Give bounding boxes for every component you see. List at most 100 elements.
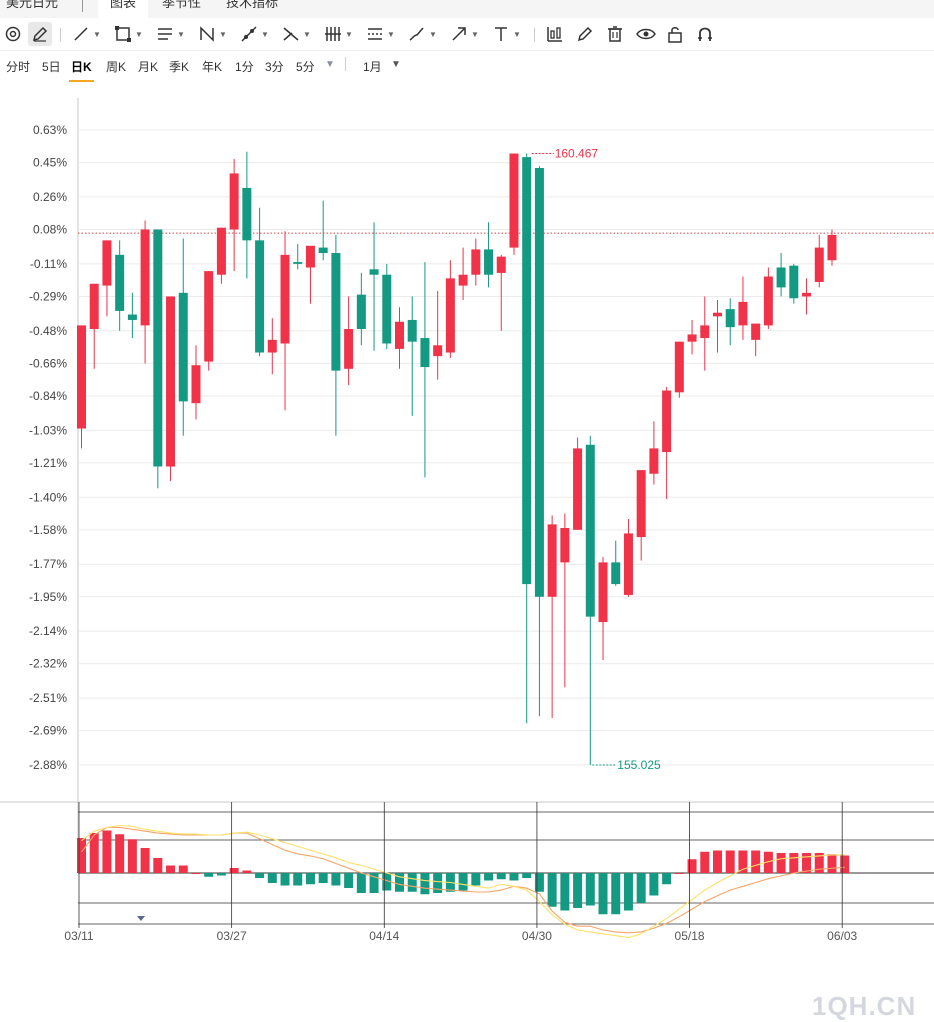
range-icon[interactable]: ▼ — [368, 28, 395, 40]
macd-bar — [598, 873, 608, 915]
macd-bar — [611, 873, 621, 915]
macd-bar — [407, 873, 417, 892]
candle-body — [700, 325, 710, 339]
macd-bar — [356, 873, 366, 893]
candle-body — [776, 267, 786, 288]
candle-body — [725, 309, 735, 328]
candle — [522, 153, 532, 724]
macd-bar — [738, 850, 748, 873]
range-select[interactable]: 1月 — [363, 60, 382, 74]
macd-bar — [827, 854, 837, 873]
candle — [305, 245, 315, 304]
candle-body — [216, 227, 226, 275]
tab-indicators[interactable]: 技术指标 — [226, 0, 279, 10]
candle — [229, 158, 239, 272]
candle-body — [229, 173, 239, 230]
candle — [356, 272, 366, 346]
macd-bar — [547, 873, 557, 907]
candle — [560, 513, 570, 688]
candle-body — [687, 334, 697, 342]
candle-body — [369, 269, 379, 275]
candle-body — [445, 278, 455, 353]
candle-body — [662, 390, 672, 453]
period-daily[interactable]: 日K — [69, 60, 94, 82]
kline-chart: 160.467 155.025 0.63% 0.45% 0.26% 0.08% -0.11… — [0, 98, 934, 942]
magnet-u-icon[interactable] — [696, 22, 714, 46]
candle-body — [471, 249, 481, 275]
tab-seasonality[interactable]: 季节性 — [162, 0, 202, 10]
y-tick-label: -2.51% — [29, 691, 67, 705]
macd-bar — [636, 873, 646, 903]
macd-bar — [700, 851, 710, 873]
magnet-icon[interactable] — [4, 22, 22, 46]
macd-bar — [305, 873, 315, 885]
candle — [242, 151, 252, 279]
period-5min[interactable]: 5分 — [296, 60, 315, 74]
bars-icon[interactable]: ▼ — [325, 27, 353, 41]
period-quarterly[interactable]: 季K — [169, 60, 190, 74]
candle — [827, 229, 837, 266]
candle-body — [713, 312, 722, 317]
tab-chart[interactable]: 图表 — [98, 0, 149, 18]
macd-bar — [713, 850, 722, 873]
candle — [318, 200, 328, 261]
candle — [280, 231, 290, 411]
y-tick-label: 0.45% — [33, 156, 67, 170]
rectangle-icon[interactable]: ▼ — [114, 22, 143, 46]
candle-body — [178, 292, 188, 402]
candle — [496, 254, 506, 331]
period-bar: 分时 5日 日K 周K 月K 季K 年K 1分 3分 5分 ▼ 1月 ▼ — [0, 52, 934, 82]
candle-body — [280, 254, 290, 344]
candle — [471, 238, 481, 286]
period-monthly[interactable]: 月K — [138, 60, 159, 74]
tab-bar: 美元日元 图表 季节性 技术指标 — [0, 0, 934, 18]
macd-bar — [178, 865, 188, 873]
candle-body — [382, 274, 392, 344]
candle-body — [255, 240, 265, 353]
period-yearly[interactable]: 年K — [202, 60, 223, 74]
indicator-icon[interactable] — [546, 22, 564, 46]
macd-bar — [776, 853, 786, 873]
pattern-icon[interactable]: ▼ — [198, 22, 227, 46]
symbol-title: 美元日元 — [6, 0, 59, 10]
period-5day[interactable]: 5日 — [42, 60, 61, 74]
macd-bar — [127, 839, 137, 873]
candle — [191, 345, 201, 420]
macd-bar — [433, 873, 443, 893]
candle-body — [547, 524, 557, 597]
text-icon[interactable]: ▼ — [495, 27, 521, 41]
x-tick-label: 03/27 — [217, 929, 247, 942]
toolbar-separator — [60, 28, 61, 42]
period-weekly[interactable]: 周K — [106, 60, 127, 74]
candle — [738, 276, 748, 340]
period-3min[interactable]: 3分 — [265, 60, 284, 74]
x-tick-label: 05/18 — [675, 929, 705, 942]
brush-icon[interactable]: ▼ — [408, 22, 437, 46]
pencil-icon[interactable] — [28, 22, 52, 46]
candle-body — [509, 153, 519, 248]
range-caret[interactable]: ▼ — [391, 59, 401, 70]
eye-icon[interactable] — [636, 22, 656, 46]
period-1min[interactable]: 1分 — [235, 60, 254, 74]
candle — [178, 238, 188, 436]
fib-icon[interactable]: ▼ — [282, 22, 311, 46]
arrow-icon[interactable]: ▼ — [450, 22, 479, 46]
macd-bar — [255, 873, 265, 878]
candle-body — [763, 276, 773, 326]
period-more-caret[interactable]: ▼ — [325, 59, 335, 70]
period-intraday[interactable]: 分时 — [6, 60, 31, 74]
unlock-icon[interactable] — [666, 22, 684, 46]
edit-icon[interactable] — [576, 22, 594, 46]
candle — [700, 296, 710, 371]
trash-icon[interactable] — [606, 22, 624, 46]
parallel-lines-icon[interactable]: ▼ — [158, 28, 185, 40]
candle — [344, 296, 354, 386]
candle-body — [89, 283, 99, 330]
line-icon[interactable]: ▼ — [72, 22, 101, 46]
candle — [814, 234, 824, 288]
segment-icon[interactable]: ▼ — [240, 22, 269, 46]
y-tick-label: -1.95% — [29, 590, 67, 604]
candle — [369, 222, 379, 351]
macd-bar — [509, 873, 519, 881]
tab-separator — [82, 0, 83, 12]
